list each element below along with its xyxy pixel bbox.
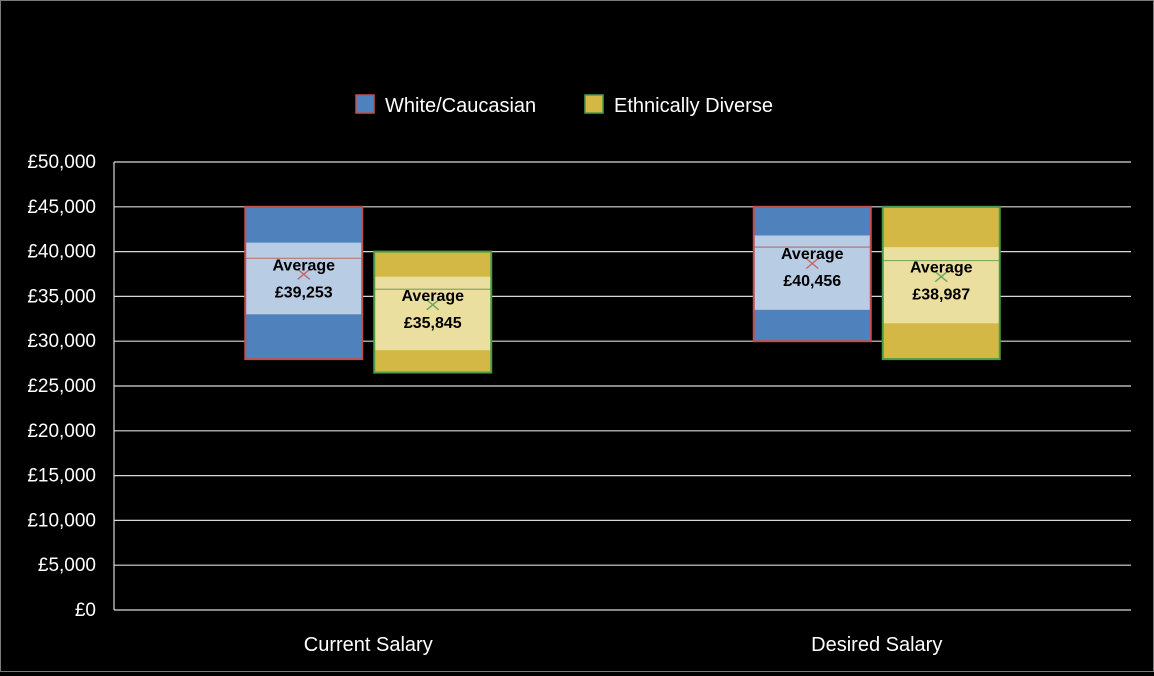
box-group: Average £40,456 — [752, 205, 872, 343]
y-tick-label: £0 — [75, 600, 96, 621]
box-border — [881, 205, 1001, 361]
box-group: Average £39,253 — [244, 205, 364, 361]
y-tick-label: £5,000 — [38, 555, 96, 576]
data-label: £38,987 — [912, 287, 970, 304]
y-tick-label: £40,000 — [27, 242, 96, 263]
mean-marker — [805, 257, 819, 270]
box-group: Average £38,987 — [881, 205, 1001, 361]
box-border — [373, 250, 493, 374]
legend-label: Ethnically Diverse — [614, 95, 773, 117]
box-iqr — [245, 242, 363, 315]
y-tick-label: £50,000 — [27, 152, 96, 173]
y-tick-label: £15,000 — [27, 466, 96, 487]
y-tick-label: £45,000 — [27, 197, 96, 218]
x-axis: Current Salary Desired Salary — [304, 634, 943, 656]
mean-marker — [934, 271, 948, 283]
data-label: Average — [910, 260, 973, 277]
y-tick-label: £25,000 — [27, 376, 96, 397]
x-tick-label: Current Salary — [304, 634, 433, 656]
data-label: Average — [272, 257, 335, 274]
legend-label: White/Caucasian — [385, 95, 536, 117]
mean-marker — [426, 299, 440, 311]
legend: White/Caucasian Ethnically Diverse — [355, 94, 773, 117]
y-tick-label: £10,000 — [27, 510, 96, 531]
data-label: £39,253 — [275, 284, 333, 301]
legend-swatch — [355, 94, 375, 114]
box-iqr — [753, 235, 871, 310]
data-label: Average — [401, 288, 464, 305]
y-tick-label: £30,000 — [27, 331, 96, 352]
box-group: Average £35,845 — [373, 250, 493, 374]
box-border — [244, 205, 364, 361]
y-tick-label: £20,000 — [27, 421, 96, 442]
y-tick-label: £35,000 — [27, 286, 96, 307]
y-axis: £0 £5,000 £10,000 £15,000 £20,000 £25,000 £30,… — [27, 152, 115, 621]
data-label: £35,845 — [404, 315, 462, 332]
box-iqr — [882, 247, 1000, 324]
boxes: Average £39,253 Average £35,845 Average £40,4… — [244, 205, 1001, 374]
box-border — [752, 205, 872, 343]
legend-swatch — [584, 94, 604, 114]
x-tick-label: Desired Salary — [811, 634, 942, 656]
data-label: £40,456 — [783, 273, 841, 290]
mean-marker — [297, 268, 311, 280]
data-label: Average — [781, 246, 844, 263]
